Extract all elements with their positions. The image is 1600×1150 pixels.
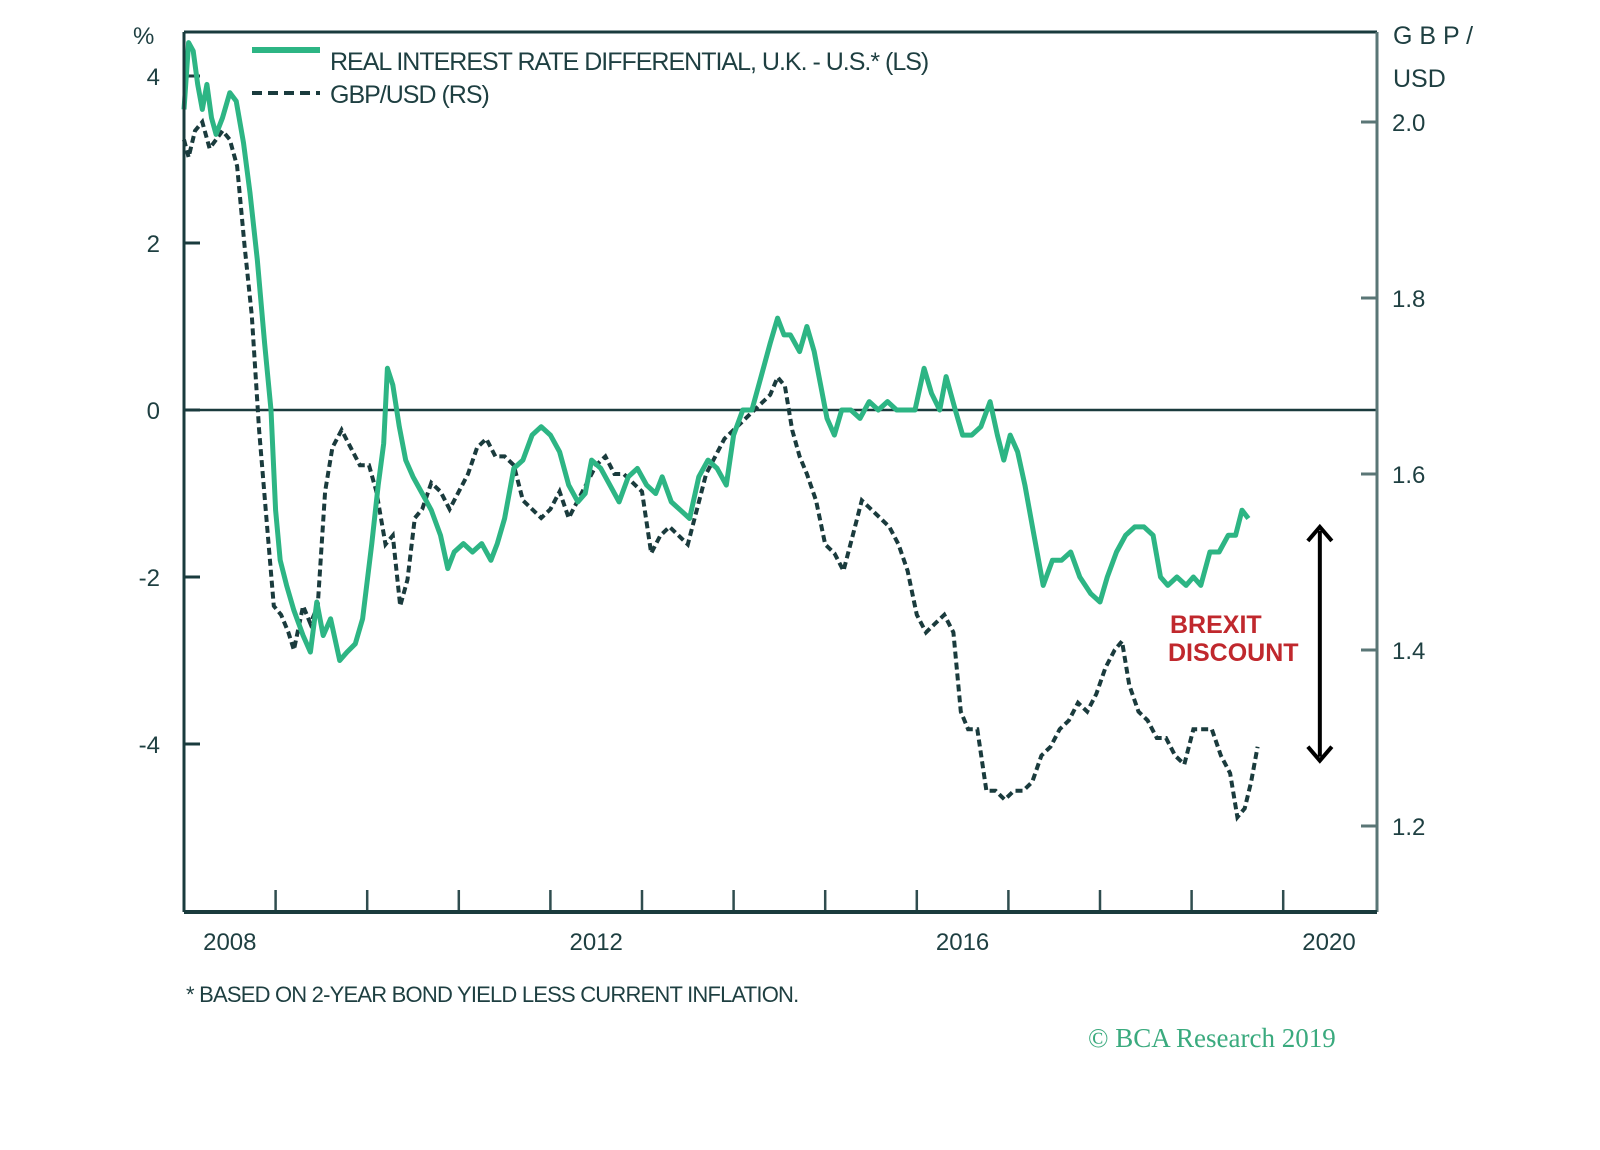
source-credit: © BCA Research 2019 <box>1088 1023 1336 1053</box>
legend-label-real-rate: REAL INTEREST RATE DIFFERENTIAL, U.K. - … <box>330 48 928 76</box>
brexit-label-line2: DISCOUNT <box>1168 639 1299 667</box>
arrow-head-down <box>1306 745 1334 764</box>
left-tick-label: 4 <box>147 64 160 91</box>
left-tick-label: -4 <box>139 732 160 759</box>
right-tick-label: 1.6 <box>1392 462 1425 489</box>
x-tick-label: 2008 <box>203 929 256 956</box>
left-axis-label: % <box>133 23 154 50</box>
brexit-label-line1: BREXIT <box>1170 611 1262 639</box>
x-tick-label: 2012 <box>570 929 623 956</box>
arrow-head-up <box>1306 523 1334 543</box>
right-tick-label: 1.8 <box>1392 286 1425 313</box>
series-real-rate-differential-line <box>181 40 1251 663</box>
x-tick-label: 2020 <box>1302 929 1355 956</box>
brexit-double-arrow <box>1306 523 1334 764</box>
right-tick-label: 1.4 <box>1392 638 1425 665</box>
x-tick-label: 2016 <box>936 929 989 956</box>
legend-label-gbpusd: GBP/USD (RS) <box>330 81 489 109</box>
left-tick-label: -2 <box>139 565 160 592</box>
right-axis-label-line1: G B P / <box>1393 22 1473 50</box>
x-axis-ticks: 2008 2012 2016 2020 <box>203 890 1356 956</box>
left-tick-label: 0 <box>147 398 160 425</box>
left-axis-ticks: 4 2 0 -2 -4 <box>139 64 200 759</box>
series-gbpusd-line <box>182 117 1260 822</box>
left-tick-label: 2 <box>147 231 160 258</box>
right-axis-label-line2: USD <box>1393 65 1446 93</box>
right-axis-ticks: 2.0 1.8 1.6 1.4 1.2 <box>1361 110 1425 841</box>
right-tick-label: 2.0 <box>1392 110 1425 137</box>
footnote: * BASED ON 2-YEAR BOND YIELD LESS CURREN… <box>186 982 798 1007</box>
right-tick-label: 1.2 <box>1392 814 1425 841</box>
legend: REAL INTEREST RATE DIFFERENTIAL, U.K. - … <box>252 47 929 109</box>
